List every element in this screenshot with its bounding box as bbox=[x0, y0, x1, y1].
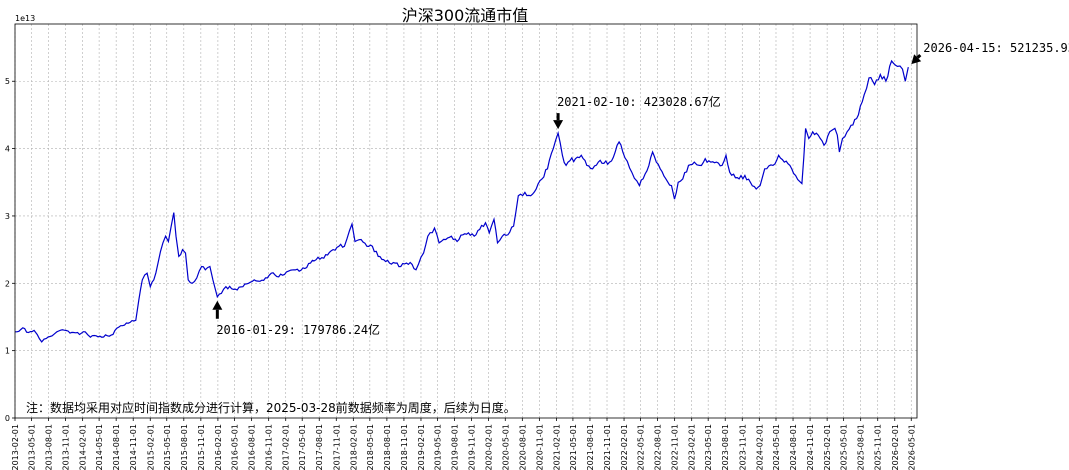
chart-title: 沪深300流通市值 bbox=[402, 6, 529, 25]
x-tick-label: 2013-02-01 bbox=[11, 424, 20, 470]
x-tick-label: 2020-05-01 bbox=[501, 424, 510, 470]
x-tick-label: 2017-05-01 bbox=[298, 424, 307, 470]
x-tick-label: 2025-08-01 bbox=[857, 424, 866, 470]
x-tick-label: 2019-08-01 bbox=[451, 424, 460, 470]
x-tick-label: 2014-11-01 bbox=[129, 424, 138, 470]
x-tick-label: 2014-05-01 bbox=[95, 424, 104, 470]
grid bbox=[14, 24, 917, 418]
x-tick-label: 2019-02-01 bbox=[417, 424, 426, 470]
x-tick-label: 2021-11-01 bbox=[603, 424, 612, 470]
y-tick-label: 4 bbox=[5, 145, 10, 154]
annotation-arrow-head bbox=[911, 54, 922, 65]
x-tick-label: 2015-02-01 bbox=[146, 424, 155, 470]
x-tick-label: 2013-05-01 bbox=[27, 424, 36, 470]
annotation-arrow-head bbox=[553, 120, 564, 130]
y-tick-label: 2 bbox=[5, 279, 10, 288]
x-tick-label: 2015-05-01 bbox=[163, 424, 172, 470]
y-axis: 0 1 2 3 4 5 bbox=[5, 77, 15, 423]
annotation-label: 2016-01-29: 179786.24亿 bbox=[216, 322, 380, 337]
x-tick-label: 2024-02-01 bbox=[755, 424, 764, 470]
plot-frame bbox=[14, 23, 918, 419]
x-tick-label: 2020-02-01 bbox=[485, 424, 494, 470]
x-tick-label: 2020-11-01 bbox=[535, 424, 544, 470]
x-tick-label: 2019-05-01 bbox=[433, 424, 442, 470]
x-tick-label: 2023-05-01 bbox=[704, 424, 713, 470]
x-tick-label: 2022-11-01 bbox=[671, 424, 680, 470]
x-tick-label: 2017-08-01 bbox=[315, 424, 324, 470]
x-tick-label: 2024-08-01 bbox=[789, 424, 798, 470]
series bbox=[15, 59, 909, 343]
x-tick-label: 2022-05-01 bbox=[637, 424, 646, 470]
x-tick-label: 2018-02-01 bbox=[349, 424, 358, 470]
x-tick-label: 2024-05-01 bbox=[772, 424, 781, 470]
x-tick-label: 2026-02-01 bbox=[891, 424, 900, 470]
x-tick-label: 2023-11-01 bbox=[738, 424, 747, 470]
y-offset-label: 1e13 bbox=[15, 14, 35, 23]
y-tick-label: 5 bbox=[5, 77, 10, 86]
annotation-arrow-shaft bbox=[916, 54, 922, 59]
x-tick-label: 2020-08-01 bbox=[518, 424, 527, 470]
x-tick-label: 2014-02-01 bbox=[79, 424, 88, 470]
x-tick-label: 2021-05-01 bbox=[569, 424, 578, 470]
x-tick-label: 2022-02-01 bbox=[620, 424, 629, 470]
x-tick-label: 2018-05-01 bbox=[366, 424, 375, 470]
x-tick-label: 2018-11-01 bbox=[400, 424, 409, 470]
annotation-arrow-head bbox=[212, 300, 223, 310]
x-tick-label: 2021-02-01 bbox=[552, 424, 561, 470]
x-tick-label: 2017-02-01 bbox=[282, 424, 291, 470]
x-tick-label: 2024-11-01 bbox=[806, 424, 815, 470]
x-tick-label: 2016-02-01 bbox=[214, 424, 223, 470]
x-tick-label: 2026-05-01 bbox=[907, 424, 916, 470]
x-tick-label: 2017-11-01 bbox=[332, 424, 341, 470]
x-tick-label: 2023-02-01 bbox=[688, 424, 697, 470]
y-tick-label: 3 bbox=[5, 212, 10, 221]
series-line bbox=[15, 59, 909, 343]
x-tick-label: 2015-11-01 bbox=[197, 424, 206, 470]
footnote: 注：数据均采用对应时间指数成分进行计算，2025-03-28前数据频率为周度，后… bbox=[26, 400, 516, 415]
x-tick-label: 2016-08-01 bbox=[248, 424, 257, 470]
x-tick-label: 2023-08-01 bbox=[721, 424, 730, 470]
x-tick-label: 2014-08-01 bbox=[112, 424, 121, 470]
x-axis: 2013-02-01 2013-05-01 2013-08-01 2013-11-01… bbox=[11, 418, 916, 470]
y-tick-label: 0 bbox=[5, 414, 10, 423]
y-tick-label: 1 bbox=[5, 347, 10, 356]
x-tick-label: 2015-08-01 bbox=[180, 424, 189, 470]
x-tick-label: 2013-11-01 bbox=[62, 424, 71, 470]
x-tick-label: 2025-02-01 bbox=[823, 424, 832, 470]
x-tick-label: 2018-08-01 bbox=[383, 424, 392, 470]
x-tick-label: 2016-11-01 bbox=[265, 424, 274, 470]
annotations: 2021-02-10: 423028.67亿 2016-01-29: 179786… bbox=[212, 40, 1069, 337]
x-tick-label: 2016-05-01 bbox=[231, 424, 240, 470]
x-tick-label: 2025-05-01 bbox=[840, 424, 849, 470]
x-tick-label: 2013-08-01 bbox=[45, 424, 54, 470]
x-tick-label: 2019-11-01 bbox=[468, 424, 477, 470]
annotation-label: 2021-02-10: 423028.67亿 bbox=[557, 94, 721, 109]
x-tick-label: 2022-08-01 bbox=[654, 424, 663, 470]
x-tick-label: 2025-11-01 bbox=[874, 424, 883, 470]
annotation-label: 2026-04-15: 521235.93亿 bbox=[923, 40, 1069, 55]
x-tick-label: 2021-08-01 bbox=[586, 424, 595, 470]
